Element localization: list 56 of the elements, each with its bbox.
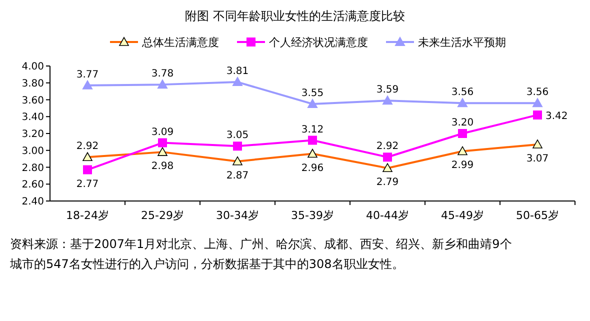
data-label: 3.81 <box>226 66 249 78</box>
y-tick-label: 3.20 <box>22 129 44 140</box>
point <box>308 98 318 108</box>
x-tick-label: 35-39岁 <box>291 209 334 222</box>
x-tick-label: 25-29岁 <box>141 209 184 222</box>
data-label: 3.09 <box>151 126 174 138</box>
data-label: 3.59 <box>376 84 399 96</box>
data-label: 3.55 <box>301 88 324 99</box>
data-label: 2.92 <box>76 141 99 152</box>
data-label: 2.98 <box>151 161 174 172</box>
x-tick-label: 18-24岁 <box>66 209 109 222</box>
data-label: 3.05 <box>226 130 249 142</box>
point <box>533 110 542 120</box>
x-tick-label: 50-65岁 <box>516 209 559 222</box>
x-tick-label: 45-49岁 <box>441 209 484 222</box>
point <box>232 77 242 86</box>
y-tick-label: 3.80 <box>22 78 44 90</box>
data-label: 2.99 <box>451 160 474 172</box>
y-tick-label: 2.60 <box>22 180 44 191</box>
data-label: 3.77 <box>76 69 99 80</box>
data-label: 3.56 <box>451 87 474 98</box>
point <box>82 80 92 90</box>
x-tick-label: 40-44岁 <box>366 209 409 222</box>
legend-label: 总体生活满意度 <box>141 36 219 49</box>
data-label: 3.56 <box>526 87 549 98</box>
point <box>158 80 168 89</box>
legend-label: 个人经济状况满意度 <box>269 36 368 49</box>
y-tick-label: 3.40 <box>22 112 44 124</box>
point <box>382 96 392 105</box>
data-label: 2.87 <box>226 170 249 182</box>
point <box>458 129 467 138</box>
point <box>383 152 392 162</box>
data-label: 3.07 <box>526 153 549 164</box>
data-label: 3.20 <box>451 118 474 128</box>
chart-title: 附图 不同年龄职业女性的生活满意度比较 <box>185 9 405 23</box>
point <box>532 98 542 108</box>
y-tick-label: 3.60 <box>22 95 44 106</box>
x-tick-label: 30-34岁 <box>216 209 259 222</box>
text: 资料来源：基于2007年1月对北京、上海、广州、哈尔滨、成都、西安、绍兴、新乡和曲靖9个城市的547名女性进行的入户访问，分析数据基于其中的308名职业女性。 <box>9 237 512 271</box>
data-label: 3.12 <box>301 124 324 136</box>
point <box>83 165 92 174</box>
point <box>158 138 167 148</box>
point <box>458 98 468 108</box>
data-label: 2.77 <box>76 178 99 190</box>
data-label: 2.79 <box>376 177 399 188</box>
y-tick-label: 4.00 <box>22 62 44 72</box>
point <box>233 142 242 151</box>
point <box>308 136 317 145</box>
y-tick-label: 2.40 <box>22 196 44 208</box>
y-tick-label: 3.00 <box>22 146 44 157</box>
y-tick-label: 2.80 <box>22 162 44 174</box>
data-label: 3.78 <box>151 68 174 80</box>
data-label: 2.96 <box>301 162 324 174</box>
data-label: 3.42 <box>546 110 568 122</box>
data-label: 2.92 <box>376 141 399 152</box>
legend-label: 未来生活水平预期 <box>418 36 506 49</box>
